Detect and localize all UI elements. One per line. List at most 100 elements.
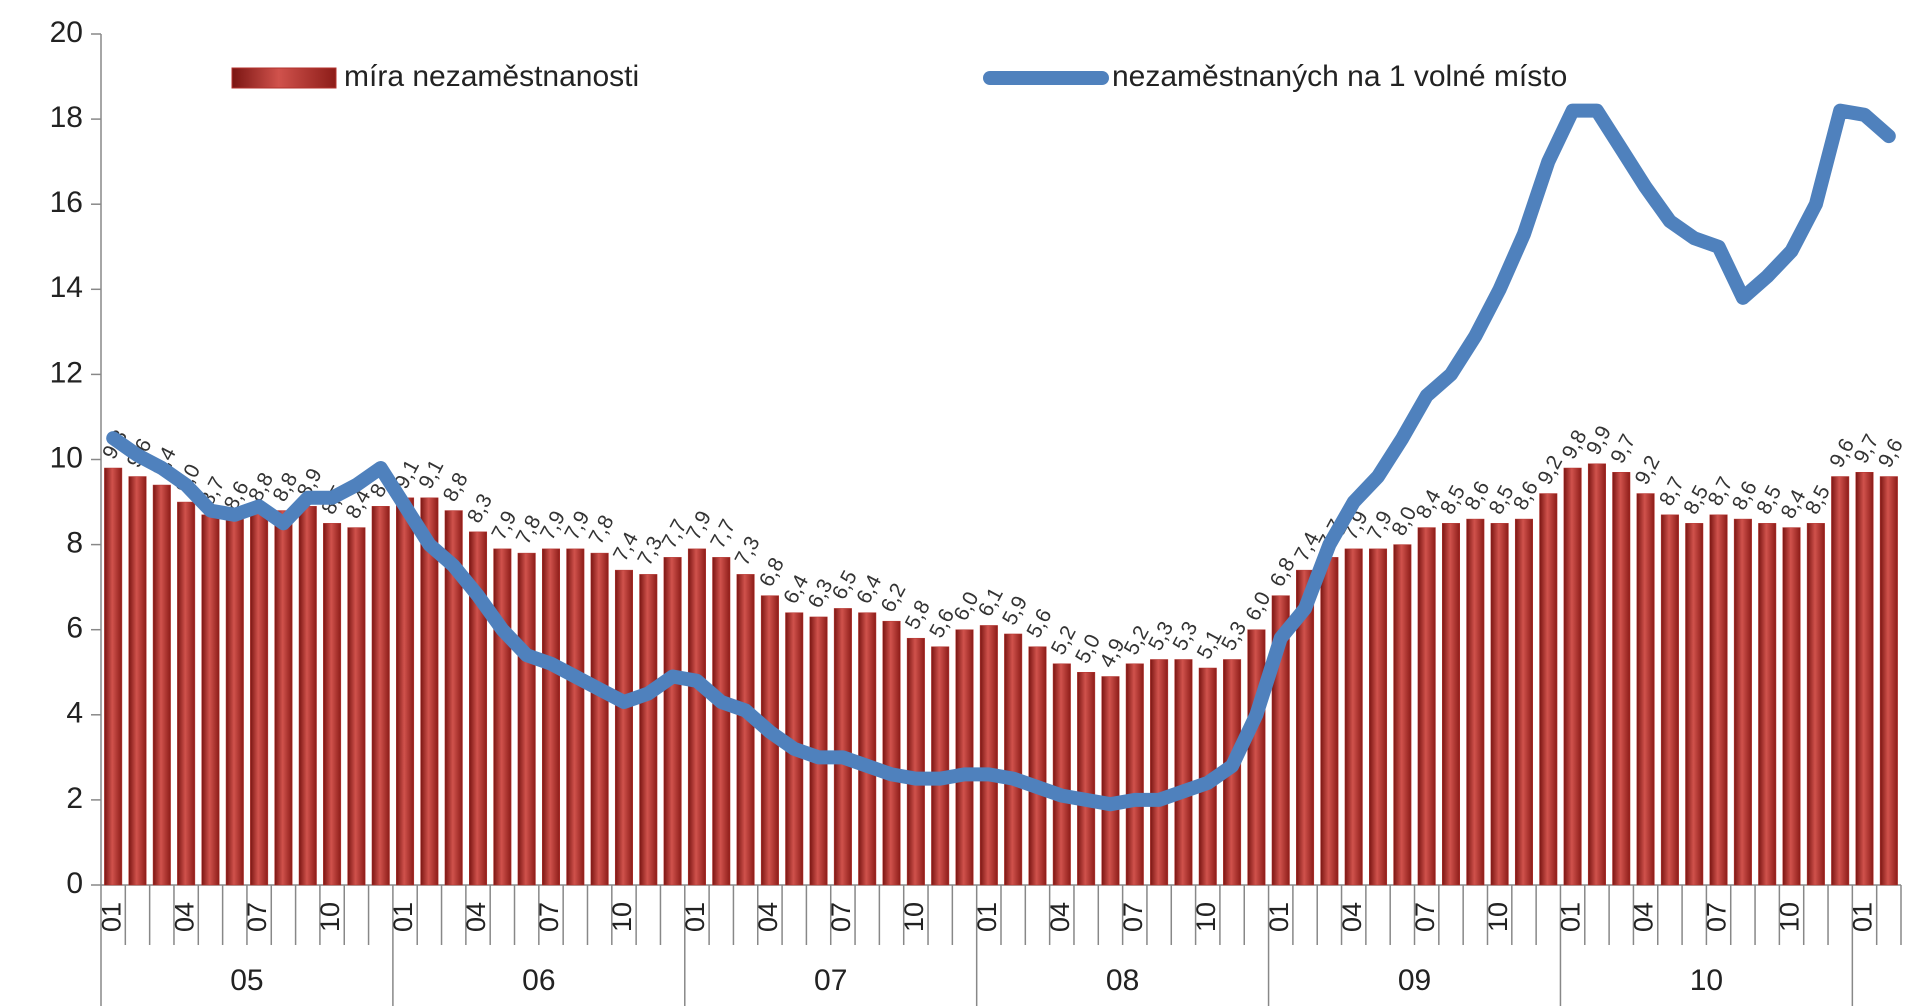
x-tick-label: 10	[1483, 902, 1513, 932]
x-tick-label: 01	[680, 902, 710, 932]
bar	[1417, 527, 1436, 886]
x-group-label: 09	[1398, 964, 1431, 997]
x-tick-label: 01	[96, 902, 126, 932]
y-tick-label: 18	[50, 101, 83, 134]
x-group-label: 06	[522, 964, 555, 997]
x-tick-label: 10	[607, 902, 637, 932]
bar	[250, 510, 269, 886]
x-tick-label: 07	[1702, 902, 1732, 932]
data-label: 9,2	[1631, 452, 1665, 489]
bar	[1296, 569, 1315, 886]
data-label: 5,3	[1217, 618, 1251, 655]
x-tick-label: 07	[1410, 902, 1440, 932]
bar	[955, 629, 974, 886]
x-tick-label: 10	[1191, 902, 1221, 932]
bar	[517, 552, 536, 886]
x-tick-label: 01	[972, 902, 1002, 932]
x-tick-label: 01	[1264, 902, 1294, 932]
bar	[1369, 548, 1388, 886]
bar	[1855, 472, 1874, 886]
line	[106, 103, 1896, 812]
bar	[590, 552, 609, 886]
bar	[1150, 659, 1169, 886]
x-tick-label: 04	[1337, 902, 1367, 932]
data-label: 8,6	[1509, 477, 1543, 514]
y-tick-label: 12	[50, 356, 83, 389]
bar	[833, 608, 852, 886]
bar	[1806, 523, 1825, 886]
bar	[1344, 548, 1363, 886]
data-label: 8,3	[463, 490, 497, 527]
legend-label: nezaměstnaných na 1 volné místo	[1112, 60, 1567, 93]
y-tick-label: 0	[66, 867, 83, 900]
bar	[371, 506, 390, 886]
bar	[931, 646, 950, 886]
y-tick-label: 4	[66, 697, 83, 730]
bar	[1514, 518, 1533, 886]
bar	[1636, 493, 1655, 886]
x-tick-label: 10	[315, 902, 345, 932]
bar	[274, 510, 293, 886]
bar	[1320, 557, 1339, 886]
bar	[566, 548, 585, 886]
bar	[1101, 676, 1120, 886]
bar	[1831, 476, 1850, 886]
x-tick-label: 07	[1118, 902, 1148, 932]
x-tick-label: 04	[461, 902, 491, 932]
data-label: 7,3	[731, 533, 765, 570]
x-group-label: 08	[1106, 964, 1139, 997]
x-group-label: 10	[1690, 964, 1723, 997]
x-tick-label: 01	[388, 902, 418, 932]
y-tick-label: 8	[66, 527, 83, 560]
y-tick-label: 10	[50, 441, 83, 474]
x-tick-label: 04	[1045, 902, 1075, 932]
bar	[225, 518, 244, 886]
x-tick-label: 07	[826, 902, 856, 932]
bar	[1879, 476, 1898, 886]
bar	[444, 510, 463, 886]
data-label: 8,5	[1801, 482, 1835, 519]
bar	[712, 557, 731, 886]
x-tick-label: 04	[753, 902, 783, 932]
bar	[541, 548, 561, 886]
x-tick-label: 04	[169, 902, 199, 932]
bar	[1587, 463, 1606, 886]
bar	[469, 531, 488, 886]
bar	[347, 527, 366, 886]
bar	[1612, 472, 1631, 886]
y-tick-label: 20	[50, 16, 83, 49]
bar	[298, 506, 317, 886]
x-tick-label: 07	[534, 902, 564, 932]
bar	[1709, 514, 1728, 886]
x-tick-label: 10	[899, 902, 929, 932]
bar	[1685, 523, 1704, 886]
bar	[639, 574, 658, 886]
bar	[493, 548, 512, 886]
bar	[396, 497, 415, 886]
bar	[906, 637, 925, 886]
bar	[201, 514, 220, 886]
bar	[882, 620, 901, 886]
bar	[1125, 663, 1144, 886]
bar	[1758, 523, 1777, 886]
bar	[858, 612, 877, 886]
x-tick-label: 07	[242, 902, 272, 932]
bar	[736, 574, 755, 886]
bar	[1077, 672, 1096, 886]
bar	[979, 625, 998, 886]
data-label: 6,0	[1241, 588, 1275, 625]
bar	[1490, 523, 1509, 886]
y-tick-label: 14	[50, 271, 83, 304]
bar	[1782, 527, 1801, 886]
bar	[1393, 544, 1412, 886]
bar	[323, 523, 342, 886]
bar	[687, 548, 706, 886]
bar	[1539, 493, 1558, 886]
bar	[1441, 523, 1461, 886]
bar	[1733, 518, 1752, 886]
bar	[152, 484, 171, 886]
bar	[128, 476, 147, 886]
x-group-label: 07	[814, 964, 847, 997]
